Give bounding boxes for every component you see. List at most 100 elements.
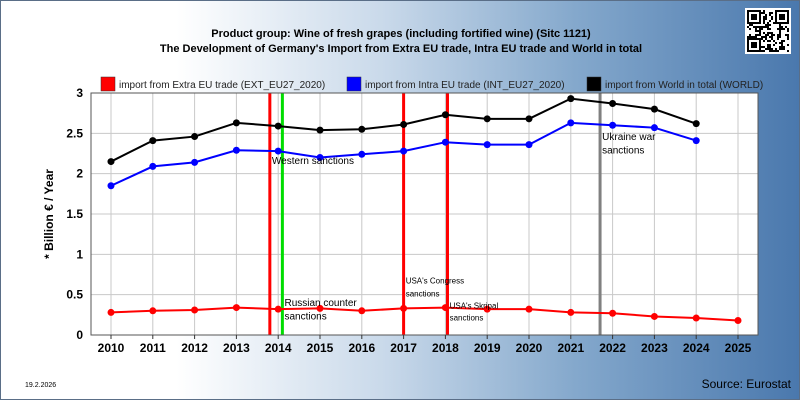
qr-module (787, 44, 789, 46)
y-tick-label: 3 (76, 86, 83, 100)
qr-module (763, 18, 765, 20)
qr-module (763, 10, 765, 12)
qr-module (749, 38, 751, 40)
data-point (609, 309, 617, 317)
qr-module (759, 34, 761, 36)
qr-module (787, 20, 789, 22)
qr-module (757, 22, 759, 24)
qr-module (763, 16, 765, 18)
qr-module (773, 50, 775, 52)
qr-module (759, 40, 761, 42)
qr-module (755, 36, 757, 38)
qr-module (749, 10, 751, 12)
x-tick-label: 2016 (348, 341, 375, 355)
qr-module (777, 22, 779, 24)
data-point (274, 122, 282, 130)
qr-module (779, 46, 781, 48)
x-tick-label: 2022 (599, 341, 626, 355)
qr-module (759, 28, 761, 30)
event-markers (268, 93, 602, 335)
qr-module (759, 42, 761, 44)
qr-module (757, 30, 759, 32)
qr-module (751, 42, 753, 44)
legend-swatch (586, 76, 602, 92)
annotation-label: Ukraine war (602, 132, 656, 143)
qr-module (747, 50, 749, 52)
chart-subtitle: The Development of Germany's Import from… (160, 43, 642, 55)
data-point (274, 147, 282, 155)
qr-module (779, 24, 781, 26)
qr-module (775, 16, 777, 18)
qr-module (781, 28, 783, 30)
qr-module (785, 34, 787, 36)
qr-module (763, 50, 765, 52)
qr-module (767, 44, 769, 46)
annotations: Western sanctions Russian counter sanction… (272, 132, 656, 323)
qr-module (765, 36, 767, 38)
qr-module (779, 28, 781, 30)
y-tick-label: 0 (76, 328, 83, 342)
qr-module (787, 36, 789, 38)
qr-module (767, 34, 769, 36)
qr-module (787, 28, 789, 30)
qr-module (765, 24, 767, 26)
data-point (567, 308, 575, 316)
qr-module (751, 36, 753, 38)
annotation-label: Russian counter (284, 298, 357, 309)
qr-module (747, 46, 749, 48)
qr-module (751, 44, 753, 46)
qr-module (747, 48, 749, 50)
qr-module (763, 12, 765, 14)
qr-module (787, 30, 789, 32)
qr-module (761, 38, 763, 40)
data-point (441, 304, 449, 312)
data-point (191, 133, 199, 141)
legend-swatch (100, 76, 116, 92)
qr-module (785, 26, 787, 28)
qr-module (769, 32, 771, 34)
qr-module (755, 44, 757, 46)
qr-module (759, 22, 761, 24)
x-tick-label: 2015 (307, 341, 334, 355)
x-axis-ticks: 2010 2011 2012 2013 2014 2015 2016 2017 2018 2019… (98, 335, 752, 355)
annotation-label: USA's Congress (406, 276, 464, 285)
legend: import from Extra EU trade (EXT_EU27_202… (100, 76, 763, 92)
qr-module (755, 38, 757, 40)
qr-module (775, 42, 777, 44)
data-point (441, 138, 449, 146)
qr-module (759, 16, 761, 18)
qr-module (753, 38, 755, 40)
y-tick-label: 2.5 (66, 126, 83, 140)
data-point (149, 307, 157, 315)
qr-module (751, 24, 753, 26)
data-point (609, 121, 617, 129)
qr-module (767, 26, 769, 28)
qr-module (781, 44, 783, 46)
qr-module (755, 18, 757, 20)
qr-module (747, 14, 749, 16)
qr-module (769, 50, 771, 52)
qr-module (767, 24, 769, 26)
x-tick-label: 2025 (725, 341, 752, 355)
qr-module (787, 10, 789, 12)
qr-module (787, 34, 789, 36)
legend-label: import from Intra EU trade (INT_EU27_202… (365, 80, 565, 91)
qr-module (747, 42, 749, 44)
qr-module (761, 26, 763, 28)
qr-module (787, 18, 789, 20)
data-point (274, 305, 282, 313)
qr-module (767, 40, 769, 42)
qr-module (779, 14, 781, 16)
footer-date: 19.2.2026 (25, 382, 56, 389)
data-point (316, 304, 324, 312)
qr-module (779, 22, 781, 24)
qr-module (783, 22, 785, 24)
qr-module (765, 14, 767, 16)
qr-module (783, 40, 785, 42)
qr-module (777, 50, 779, 52)
qr-module (755, 50, 757, 52)
qr-module (783, 48, 785, 50)
qr-module (755, 34, 757, 36)
qr-module (759, 10, 761, 12)
data-point (107, 158, 115, 166)
